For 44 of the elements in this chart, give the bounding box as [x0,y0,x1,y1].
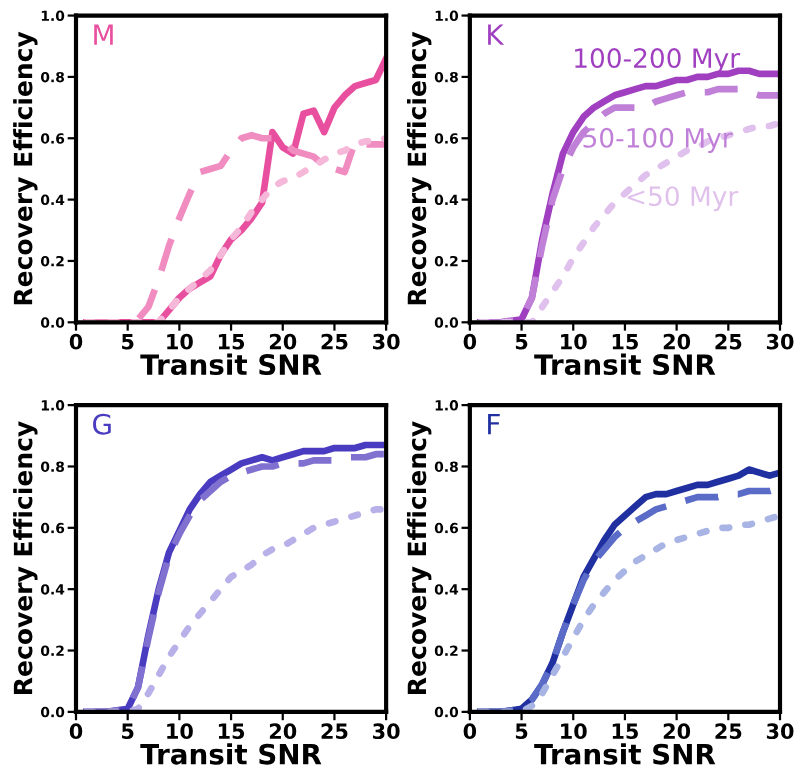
x-tick-label: 15 [612,334,638,350]
annotation: K [488,24,505,45]
annotation: M [94,24,113,45]
x-tick-label: 15 [218,334,245,350]
line-series [83,506,387,712]
series-label: 100-200 Myr [575,48,741,74]
series-label: 50-100 Myr [583,127,733,153]
x-axis-title: Transit SNR [534,743,716,765]
x-tick-label: 10 [561,723,587,740]
x-tick-label: 20 [663,333,691,350]
x-tick-label: 15 [218,723,245,740]
x-tick-label: 30 [373,333,400,350]
x-tick-label: 30 [766,723,794,740]
x-tick-label: 5 [122,334,134,350]
y-axis-title: Recovery Efficiency [13,421,38,694]
x-axis-title: Transit SNR [534,353,716,376]
x-tick-label: 5 [515,723,528,740]
x-tick-label: 25 [321,333,348,350]
x-tick-label: 10 [167,333,193,350]
x-tick-label: 0 [69,723,83,740]
x-tick-label: 25 [715,723,742,740]
x-tick-label: 15 [612,723,638,740]
annotation: G [93,413,111,435]
x-axis-title: Transit SNR [140,743,322,765]
x-tick-label: 10 [561,333,587,350]
x-tick-label: 20 [269,723,297,740]
x-tick-label: 25 [321,723,348,740]
x-tick-label: 20 [269,333,297,350]
x-axis-title: Transit SNR [140,353,322,376]
x-tick-label: 0 [69,333,83,350]
x-tick-label: 5 [122,723,134,740]
x-tick-label: 25 [715,333,742,350]
x-tick-label: 30 [766,333,794,350]
x-tick-label: 10 [167,723,193,740]
y-axis-title: Recovery Efficiency [13,31,38,305]
y-axis-title: Recovery Efficiency [406,31,432,305]
x-tick-label: 20 [663,723,691,740]
y-axis-title: Recovery Efficiency [406,421,432,694]
series-label: <50 Myr [627,186,739,212]
x-tick-label: 30 [373,723,400,740]
x-tick-label: 0 [463,333,477,350]
x-tick-label: 5 [515,334,528,350]
annotation: F [488,414,500,435]
x-tick-label: 0 [463,723,477,740]
